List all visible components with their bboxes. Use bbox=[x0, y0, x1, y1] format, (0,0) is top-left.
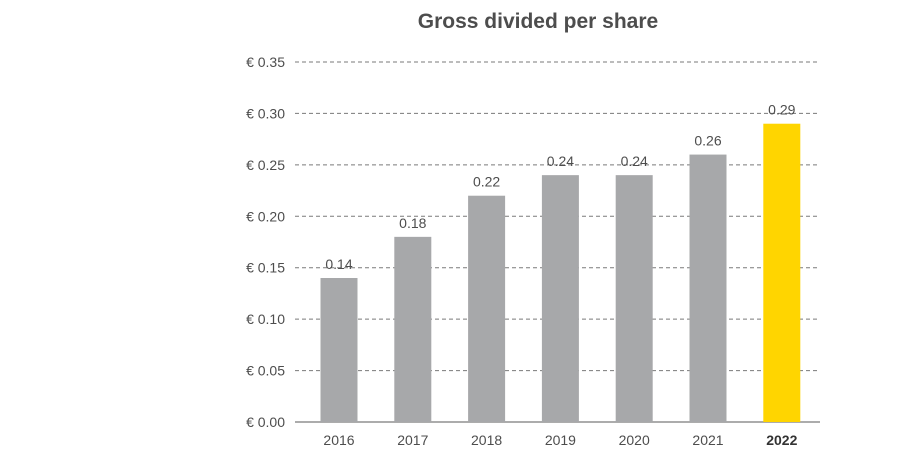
bar-2018 bbox=[468, 195, 506, 422]
data-label-2016: 0.14 bbox=[325, 256, 352, 272]
y-tick-label: € 0.15 bbox=[246, 260, 285, 276]
data-label-2018: 0.22 bbox=[473, 174, 500, 190]
x-tick-label-2017: 2017 bbox=[397, 432, 428, 448]
y-tick-label: € 0.35 bbox=[246, 54, 285, 70]
x-tick-label-2020: 2020 bbox=[619, 432, 650, 448]
y-tick-label: € 0.10 bbox=[246, 311, 285, 327]
data-label-2017: 0.18 bbox=[399, 215, 426, 231]
x-tick-label-2018: 2018 bbox=[471, 432, 502, 448]
y-tick-label: € 0.25 bbox=[246, 157, 285, 173]
bar-2021 bbox=[689, 154, 727, 423]
bar-2019 bbox=[541, 175, 579, 422]
bar-2017 bbox=[394, 236, 432, 422]
data-label-2022: 0.29 bbox=[768, 102, 795, 118]
x-axis-ticks: 2016 2017 2018 2019 2020 2021 2022 bbox=[323, 432, 797, 448]
bars bbox=[320, 123, 801, 423]
data-label-2021: 0.26 bbox=[694, 133, 721, 149]
bar-2022 bbox=[763, 123, 801, 422]
y-tick-label: € 0.05 bbox=[246, 363, 285, 379]
bar-2016 bbox=[320, 278, 358, 422]
x-tick-label-2016: 2016 bbox=[323, 432, 354, 448]
x-tick-label-2021: 2021 bbox=[692, 432, 723, 448]
x-tick-label-2019: 2019 bbox=[545, 432, 576, 448]
x-tick-label-2022: 2022 bbox=[766, 432, 797, 448]
bar-2020 bbox=[615, 175, 653, 422]
data-label-2020: 0.24 bbox=[621, 153, 648, 169]
y-tick-label: € 0.30 bbox=[246, 105, 285, 121]
y-axis-ticks: € 0.00 € 0.05 € 0.10 € 0.15 € 0.20 € 0.25 € 0.… bbox=[246, 54, 285, 430]
data-labels: 0.14 0.18 0.22 0.24 0.24 0.26 0.29 bbox=[325, 102, 795, 272]
data-label-2019: 0.24 bbox=[547, 153, 574, 169]
y-tick-label: € 0.20 bbox=[246, 208, 285, 224]
y-tick-label: € 0.00 bbox=[246, 414, 285, 430]
chart-title: Gross divided per share bbox=[418, 10, 658, 33]
